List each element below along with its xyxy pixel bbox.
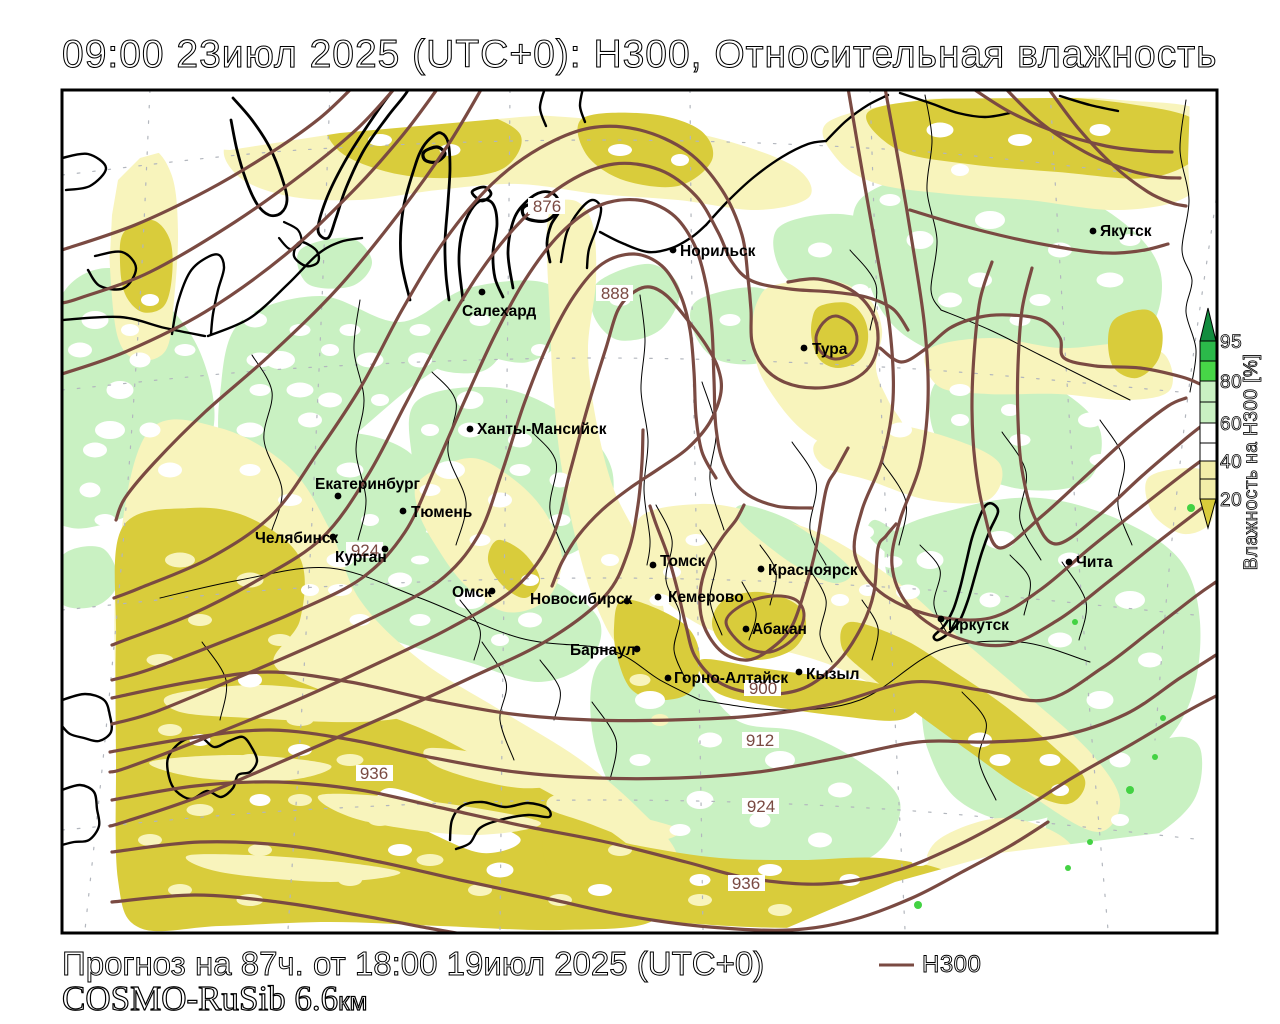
svg-text:Томск: Томск <box>660 553 706 570</box>
svg-text:924: 924 <box>351 541 379 560</box>
svg-text:Кемерово: Кемерово <box>668 589 744 606</box>
svg-text:95: 95 <box>1220 332 1242 353</box>
svg-text:Челябинск: Челябинск <box>255 530 338 547</box>
svg-text:Ханты-Мансийск: Ханты-Мансийск <box>477 421 607 438</box>
svg-text:H300: H300 <box>922 951 981 978</box>
svg-text:Прогноз на 87ч. от 18:00 19июл: Прогноз на 87ч. от 18:00 19июл 2025 (UTC… <box>62 945 764 982</box>
svg-text:Норильск: Норильск <box>680 243 756 260</box>
svg-text:Барнаул: Барнаул <box>570 642 635 659</box>
svg-text:876: 876 <box>533 197 561 216</box>
svg-text:Иркутск: Иркутск <box>948 617 1009 634</box>
svg-text:20: 20 <box>1220 490 1242 511</box>
svg-text:888: 888 <box>601 284 629 303</box>
svg-text:80: 80 <box>1220 372 1242 393</box>
svg-text:Абакан: Абакан <box>752 621 807 638</box>
svg-text:936: 936 <box>732 874 760 893</box>
svg-text:924: 924 <box>747 797 775 816</box>
svg-text:Якутск: Якутск <box>1100 223 1152 240</box>
svg-text:COSMO-RuSib 6.6км: COSMO-RuSib 6.6км <box>62 979 367 1018</box>
svg-text:Курган: Курган <box>335 549 387 566</box>
svg-text:900: 900 <box>749 679 777 698</box>
svg-text:Красноярск: Красноярск <box>768 562 858 579</box>
svg-text:936: 936 <box>360 764 388 783</box>
svg-text:Омск: Омск <box>452 584 492 601</box>
svg-text:Тура: Тура <box>812 341 848 358</box>
svg-text:Тюмень: Тюмень <box>411 504 472 521</box>
svg-text:Горно-Алтайск: Горно-Алтайск <box>674 670 788 687</box>
svg-text:09:00 23июл 2025 (UTC+0): H300: 09:00 23июл 2025 (UTC+0): H300, Относите… <box>62 33 1217 76</box>
svg-text:Екатеринбург: Екатеринбург <box>315 476 421 493</box>
svg-text:912: 912 <box>746 731 774 750</box>
svg-text:Влажность на H300 [%]: Влажность на H300 [%] <box>1241 354 1262 570</box>
svg-text:Новосибирск: Новосибирск <box>530 591 633 608</box>
svg-text:Чита: Чита <box>1076 554 1113 571</box>
svg-text:Кызыл: Кызыл <box>806 666 860 683</box>
svg-text:Салехард: Салехард <box>462 303 536 320</box>
svg-text:40: 40 <box>1220 452 1242 473</box>
svg-text:60: 60 <box>1220 414 1242 435</box>
